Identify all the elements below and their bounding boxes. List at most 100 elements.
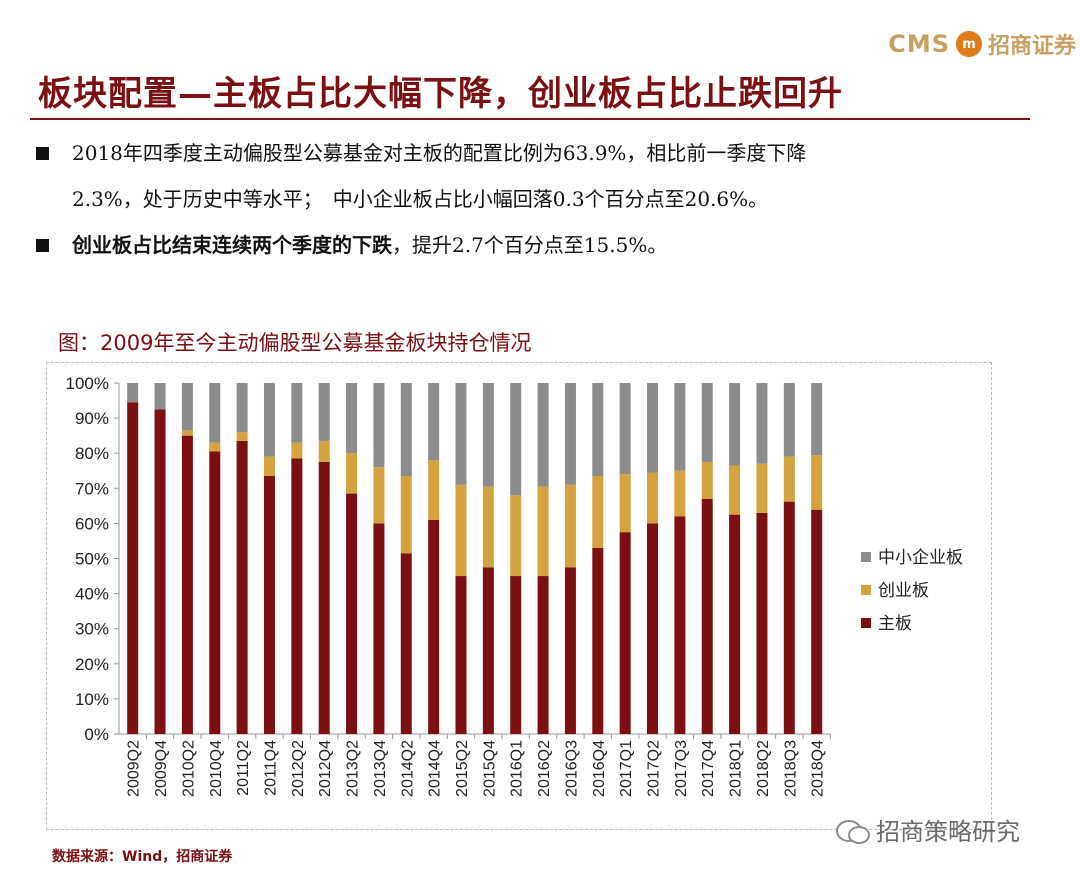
x-tick-label: 2017Q3 xyxy=(673,740,690,797)
bullet-item: 创业板占比结束连续两个季度的下跌，提升2.7个百分点至15.5%。 xyxy=(36,222,1036,268)
bar-segment xyxy=(647,523,659,734)
bar-segment xyxy=(564,383,576,485)
bar-segment xyxy=(619,474,631,533)
bullet-square-icon xyxy=(36,239,49,252)
x-tick-label: 2009Q2 xyxy=(126,740,143,797)
bar-segment xyxy=(263,456,275,477)
x-tick-label: 2017Q2 xyxy=(646,740,663,797)
title-divider xyxy=(30,118,1030,120)
bar-segment xyxy=(482,383,494,487)
bar-segment xyxy=(318,440,330,462)
bar-segment xyxy=(729,465,741,515)
bullet-square-icon xyxy=(36,147,49,160)
x-tick-label: 2016Q3 xyxy=(563,740,580,797)
bar-segment xyxy=(510,383,522,496)
bar-segment xyxy=(318,461,330,734)
bar-segment xyxy=(701,383,713,462)
bar-segment xyxy=(701,461,713,499)
bar-segment xyxy=(510,495,522,577)
bar-segment xyxy=(592,547,604,734)
bar-segment xyxy=(181,430,193,436)
y-tick-label: 40% xyxy=(75,585,109,604)
bar-segment xyxy=(263,476,275,734)
bar-segment xyxy=(236,432,248,441)
logo-text: CMS xyxy=(888,30,950,58)
bar-segment xyxy=(783,383,795,457)
bar-segment xyxy=(482,567,494,734)
y-tick-label: 20% xyxy=(75,655,109,674)
bar-segment xyxy=(756,383,768,464)
x-tick-label: 2016Q2 xyxy=(536,740,553,797)
y-tick-label: 0% xyxy=(84,725,109,744)
bar-segment xyxy=(236,383,248,433)
bar-segment xyxy=(181,435,193,734)
x-tick-label: 2010Q2 xyxy=(180,740,197,797)
legend-label: 创业板 xyxy=(878,581,929,601)
x-tick-label: 2012Q2 xyxy=(290,740,307,797)
x-tick-label: 2015Q4 xyxy=(481,740,498,797)
bar-segment xyxy=(537,576,549,734)
bar-segment xyxy=(209,383,221,443)
bar-segment xyxy=(373,383,385,468)
x-tick-label: 2014Q2 xyxy=(399,740,416,797)
bar-segment xyxy=(209,451,221,734)
bar-segment xyxy=(756,463,768,513)
bar-segment xyxy=(674,470,686,517)
bar-segment xyxy=(756,512,768,734)
x-tick-label: 2017Q4 xyxy=(700,740,717,797)
legend-swatch xyxy=(861,585,871,595)
bar-segment xyxy=(154,383,166,410)
watermark: 招商策略研究 xyxy=(836,812,1020,847)
bar-segment xyxy=(674,383,686,471)
brand-logo: CMS m 招商证券 xyxy=(888,28,1076,60)
x-tick-label: 2012Q4 xyxy=(317,740,334,797)
bar-segment xyxy=(236,440,248,734)
bar-segment xyxy=(619,383,631,475)
y-tick-label: 80% xyxy=(75,444,109,463)
bar-segment xyxy=(701,498,713,734)
logo-badge-icon: m xyxy=(955,31,982,57)
bar-segment xyxy=(428,519,440,734)
bar-segment xyxy=(455,484,467,577)
bar-segment xyxy=(647,383,659,473)
bar-segment xyxy=(318,383,330,441)
x-tick-label: 2016Q1 xyxy=(509,740,526,797)
bar-segment xyxy=(291,458,303,734)
x-tick-label: 2015Q2 xyxy=(454,740,471,797)
bar-segment xyxy=(647,472,659,524)
stacked-bar-chart: 0% 10% 20% 30% 40% 50% 60% 70% 80% 90% 100% 2009Q2 2… xyxy=(66,374,963,797)
bar-segment xyxy=(729,514,741,734)
bar-segment xyxy=(592,476,604,548)
watermark-text: 招商策略研究 xyxy=(876,818,1020,846)
bar-segment xyxy=(291,383,303,443)
bar-segment xyxy=(783,456,795,502)
x-tick-label: 2018Q3 xyxy=(782,740,799,797)
bar-segment xyxy=(811,509,823,734)
bar-segment xyxy=(400,476,412,554)
bar-segment xyxy=(674,516,686,734)
legend-swatch xyxy=(861,552,871,562)
bullet-bold-text: 创业板占比结束连续两个季度的下跌 xyxy=(72,233,392,257)
x-tick-label: 2014Q4 xyxy=(427,740,444,797)
y-tick-label: 30% xyxy=(75,620,109,639)
y-tick-label: 70% xyxy=(75,479,109,498)
bar-segment xyxy=(346,493,358,734)
bar-segment xyxy=(400,553,412,734)
page-title: 板块配置—主板占比大幅下降，创业板占比止跌回升 xyxy=(38,74,843,114)
bar-segment xyxy=(373,467,385,524)
bullet-text: ，提升2.7个百分点至15.5%。 xyxy=(392,233,668,257)
x-tick-label: 2009Q4 xyxy=(153,740,170,797)
bar-segment xyxy=(181,383,193,431)
y-tick-label: 60% xyxy=(75,514,109,533)
bar-segment xyxy=(291,442,303,459)
wechat-icon xyxy=(836,817,870,844)
bar-segment xyxy=(783,501,795,734)
bar-segment xyxy=(346,383,358,454)
bar-segment xyxy=(564,484,576,568)
legend-label: 主板 xyxy=(878,614,912,634)
x-tick-label: 2011Q4 xyxy=(262,740,279,796)
x-tick-label: 2013Q2 xyxy=(345,740,362,797)
x-tick-label: 2018Q2 xyxy=(755,740,772,797)
x-tick-label: 2010Q4 xyxy=(208,740,225,797)
bar-segment xyxy=(428,460,440,520)
